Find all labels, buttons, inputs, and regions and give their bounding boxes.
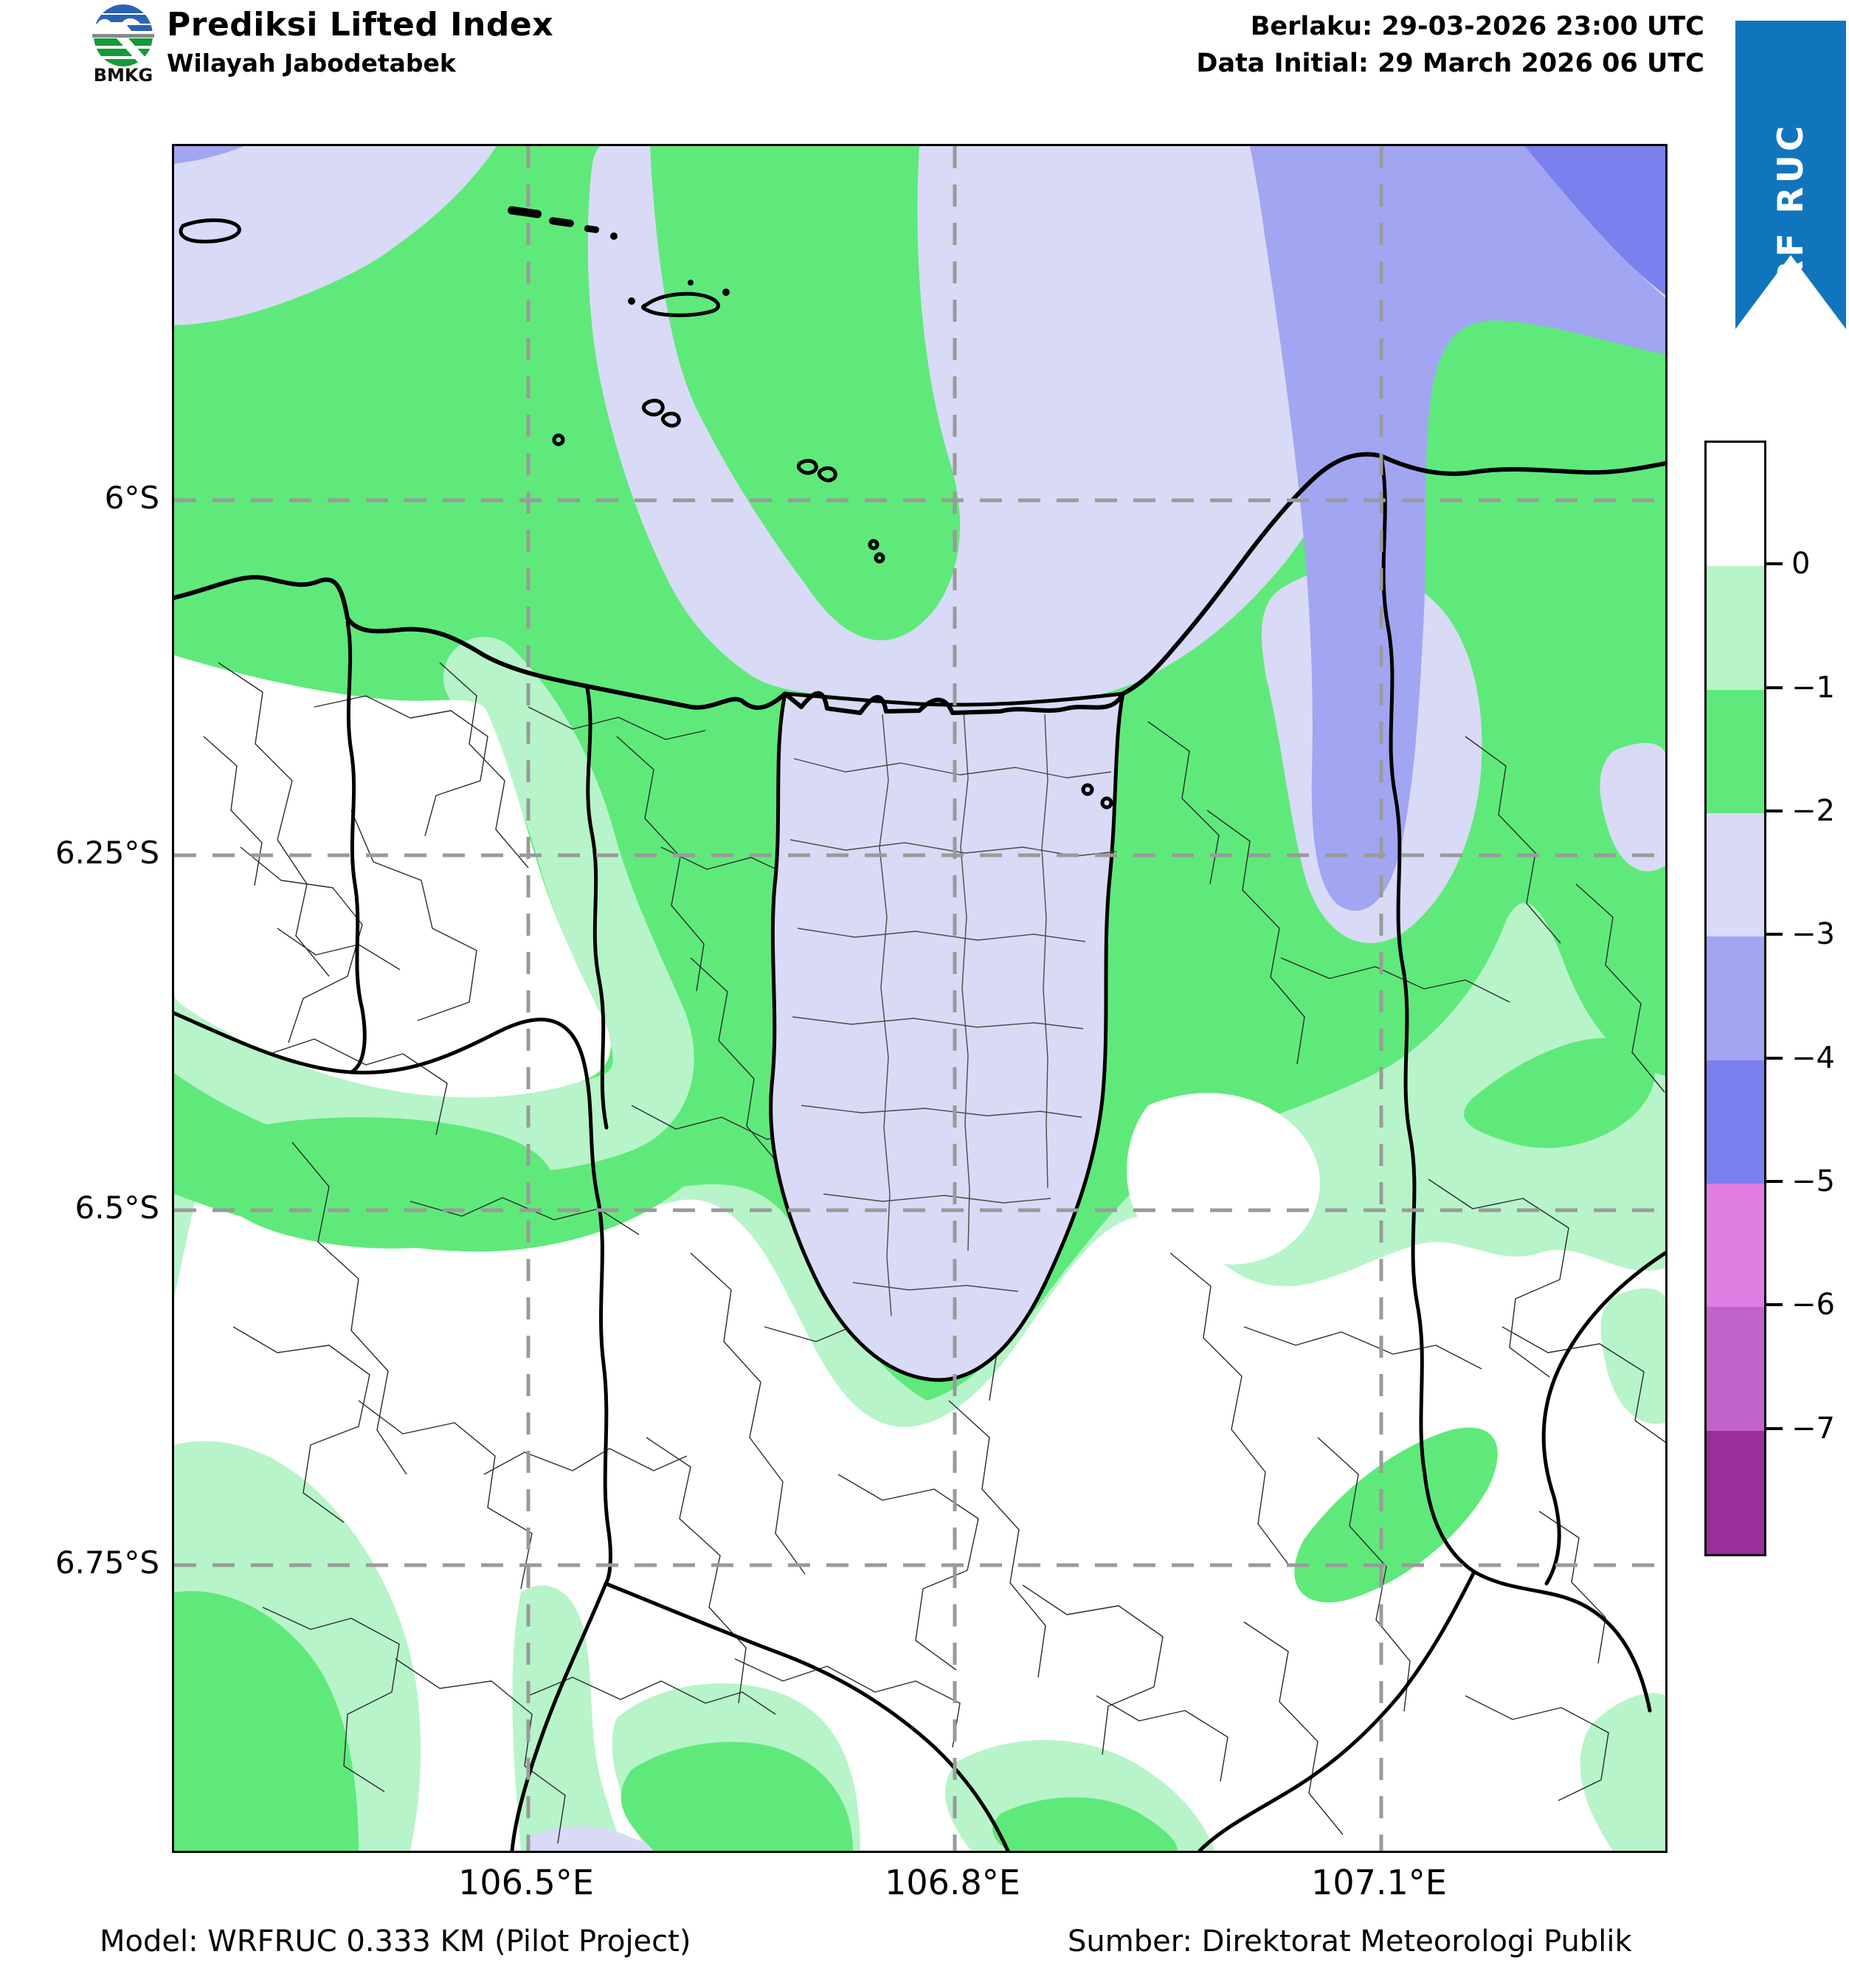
contour-lightgreen-se-corner (1580, 1693, 1665, 1851)
colorbar-label-m2: −2 (1791, 794, 1835, 828)
contour-green-south-core (621, 1742, 853, 1851)
admin-boundaries (203, 662, 1665, 1844)
page-subtitle: Wilayah Jabodetabek (167, 49, 456, 77)
source-label: Sumber: Direktorat Meteorologi Publik (1068, 1925, 1632, 1958)
valid-time-label: Berlaku: 29-03-2026 23:00 UTC (1250, 12, 1704, 41)
model-ribbon: WRF RUC (1735, 21, 1846, 329)
colorbar-tick (1766, 1427, 1783, 1430)
contour-green-sw-core (174, 1591, 359, 1851)
colorbar-label-0: 0 (1791, 547, 1811, 581)
y-tick-65s: 6.5°S (75, 1190, 159, 1226)
contour-lightgreen-finger (512, 1585, 624, 1851)
colorbar-seg-0--1 (1707, 566, 1764, 690)
ribbon-label: WRF RUC (1770, 122, 1811, 329)
page-title: Prediksi Lifted Index (167, 6, 554, 44)
y-tick-675s: 6.75°S (55, 1545, 159, 1581)
contour-green-west-lobe (210, 1117, 554, 1249)
islands (179, 206, 1113, 810)
colorbar-seg--4--5 (1707, 1060, 1764, 1184)
contour-blue-corner (1524, 146, 1665, 295)
x-tick-1071e: 107.1°E (1311, 1863, 1447, 1902)
contour-green-streak-east (1464, 1038, 1655, 1148)
bmkg-logo: BMKG (83, 3, 164, 86)
colorbar-seg-below--7 (1707, 1430, 1764, 1554)
y-tick-6s: 6°S (104, 480, 159, 516)
colorbar-seg--6--7 (1707, 1307, 1764, 1431)
colorbar-seg-above-0 (1707, 443, 1764, 567)
kabupaten-boundaries (174, 454, 1665, 1851)
contour-lavender-bottom (528, 1826, 661, 1851)
colorbar-label-m3: −3 (1791, 917, 1835, 951)
colorbar-label-m5: −5 (1791, 1164, 1835, 1198)
x-tick-1065e: 106.5°E (458, 1863, 594, 1902)
initial-time-label: Data Initial: 29 March 2026 06 UTC (1196, 49, 1704, 78)
contour-green-south-mid-core (992, 1797, 1178, 1851)
coastline (174, 452, 1665, 715)
colorbar-label-m6: −6 (1791, 1288, 1835, 1322)
contour-white-west-pocket (174, 655, 611, 1098)
colorbar-seg--2--3 (1707, 812, 1764, 937)
colorbar-seg--5--6 (1707, 1183, 1764, 1308)
contour-lavender-nw-corner (174, 146, 497, 325)
contour-white-bekasi-notch (1127, 1093, 1320, 1265)
contour-purple-nw-sliver (174, 146, 244, 164)
colorbar-tick (1766, 686, 1783, 689)
x-tick-1068e: 106.8°E (885, 1863, 1020, 1902)
colorbar-tick (1766, 1057, 1783, 1060)
colorbar-tick (1766, 810, 1783, 812)
graticule (174, 146, 1665, 1851)
colorbar (1704, 441, 1766, 1556)
colorbar-tick (1766, 562, 1783, 565)
colorbar-tick (1766, 1180, 1783, 1183)
logo-divider (92, 34, 154, 38)
colorbar-seg--3--4 (1707, 936, 1764, 1060)
contour-green-top-strip (650, 146, 961, 641)
lifted-index-map (174, 146, 1665, 1851)
contour-green-streak-se (1294, 1427, 1498, 1603)
map-canvas (172, 144, 1667, 1853)
colorbar-tick (1766, 1303, 1783, 1306)
logo-text: BMKG (94, 65, 153, 83)
contour-purple-ne (1229, 146, 1665, 911)
colorbar-label-m4: −4 (1791, 1041, 1835, 1075)
colorbar-tick (1766, 933, 1783, 936)
contour-lightgreen-west-rim (174, 637, 694, 1175)
model-label: Model: WRFRUC 0.333 KM (Pilot Project) (100, 1925, 691, 1958)
colorbar-seg--1--2 (1707, 689, 1764, 813)
colorbar-label-m1: −1 (1791, 671, 1835, 705)
y-tick-625s: 6.25°S (55, 835, 159, 871)
colorbar-label-m7: −7 (1791, 1412, 1835, 1446)
contour-lightgreen-east-edge (1600, 1288, 1665, 1424)
contour-lavender-right-edge (1600, 742, 1665, 872)
